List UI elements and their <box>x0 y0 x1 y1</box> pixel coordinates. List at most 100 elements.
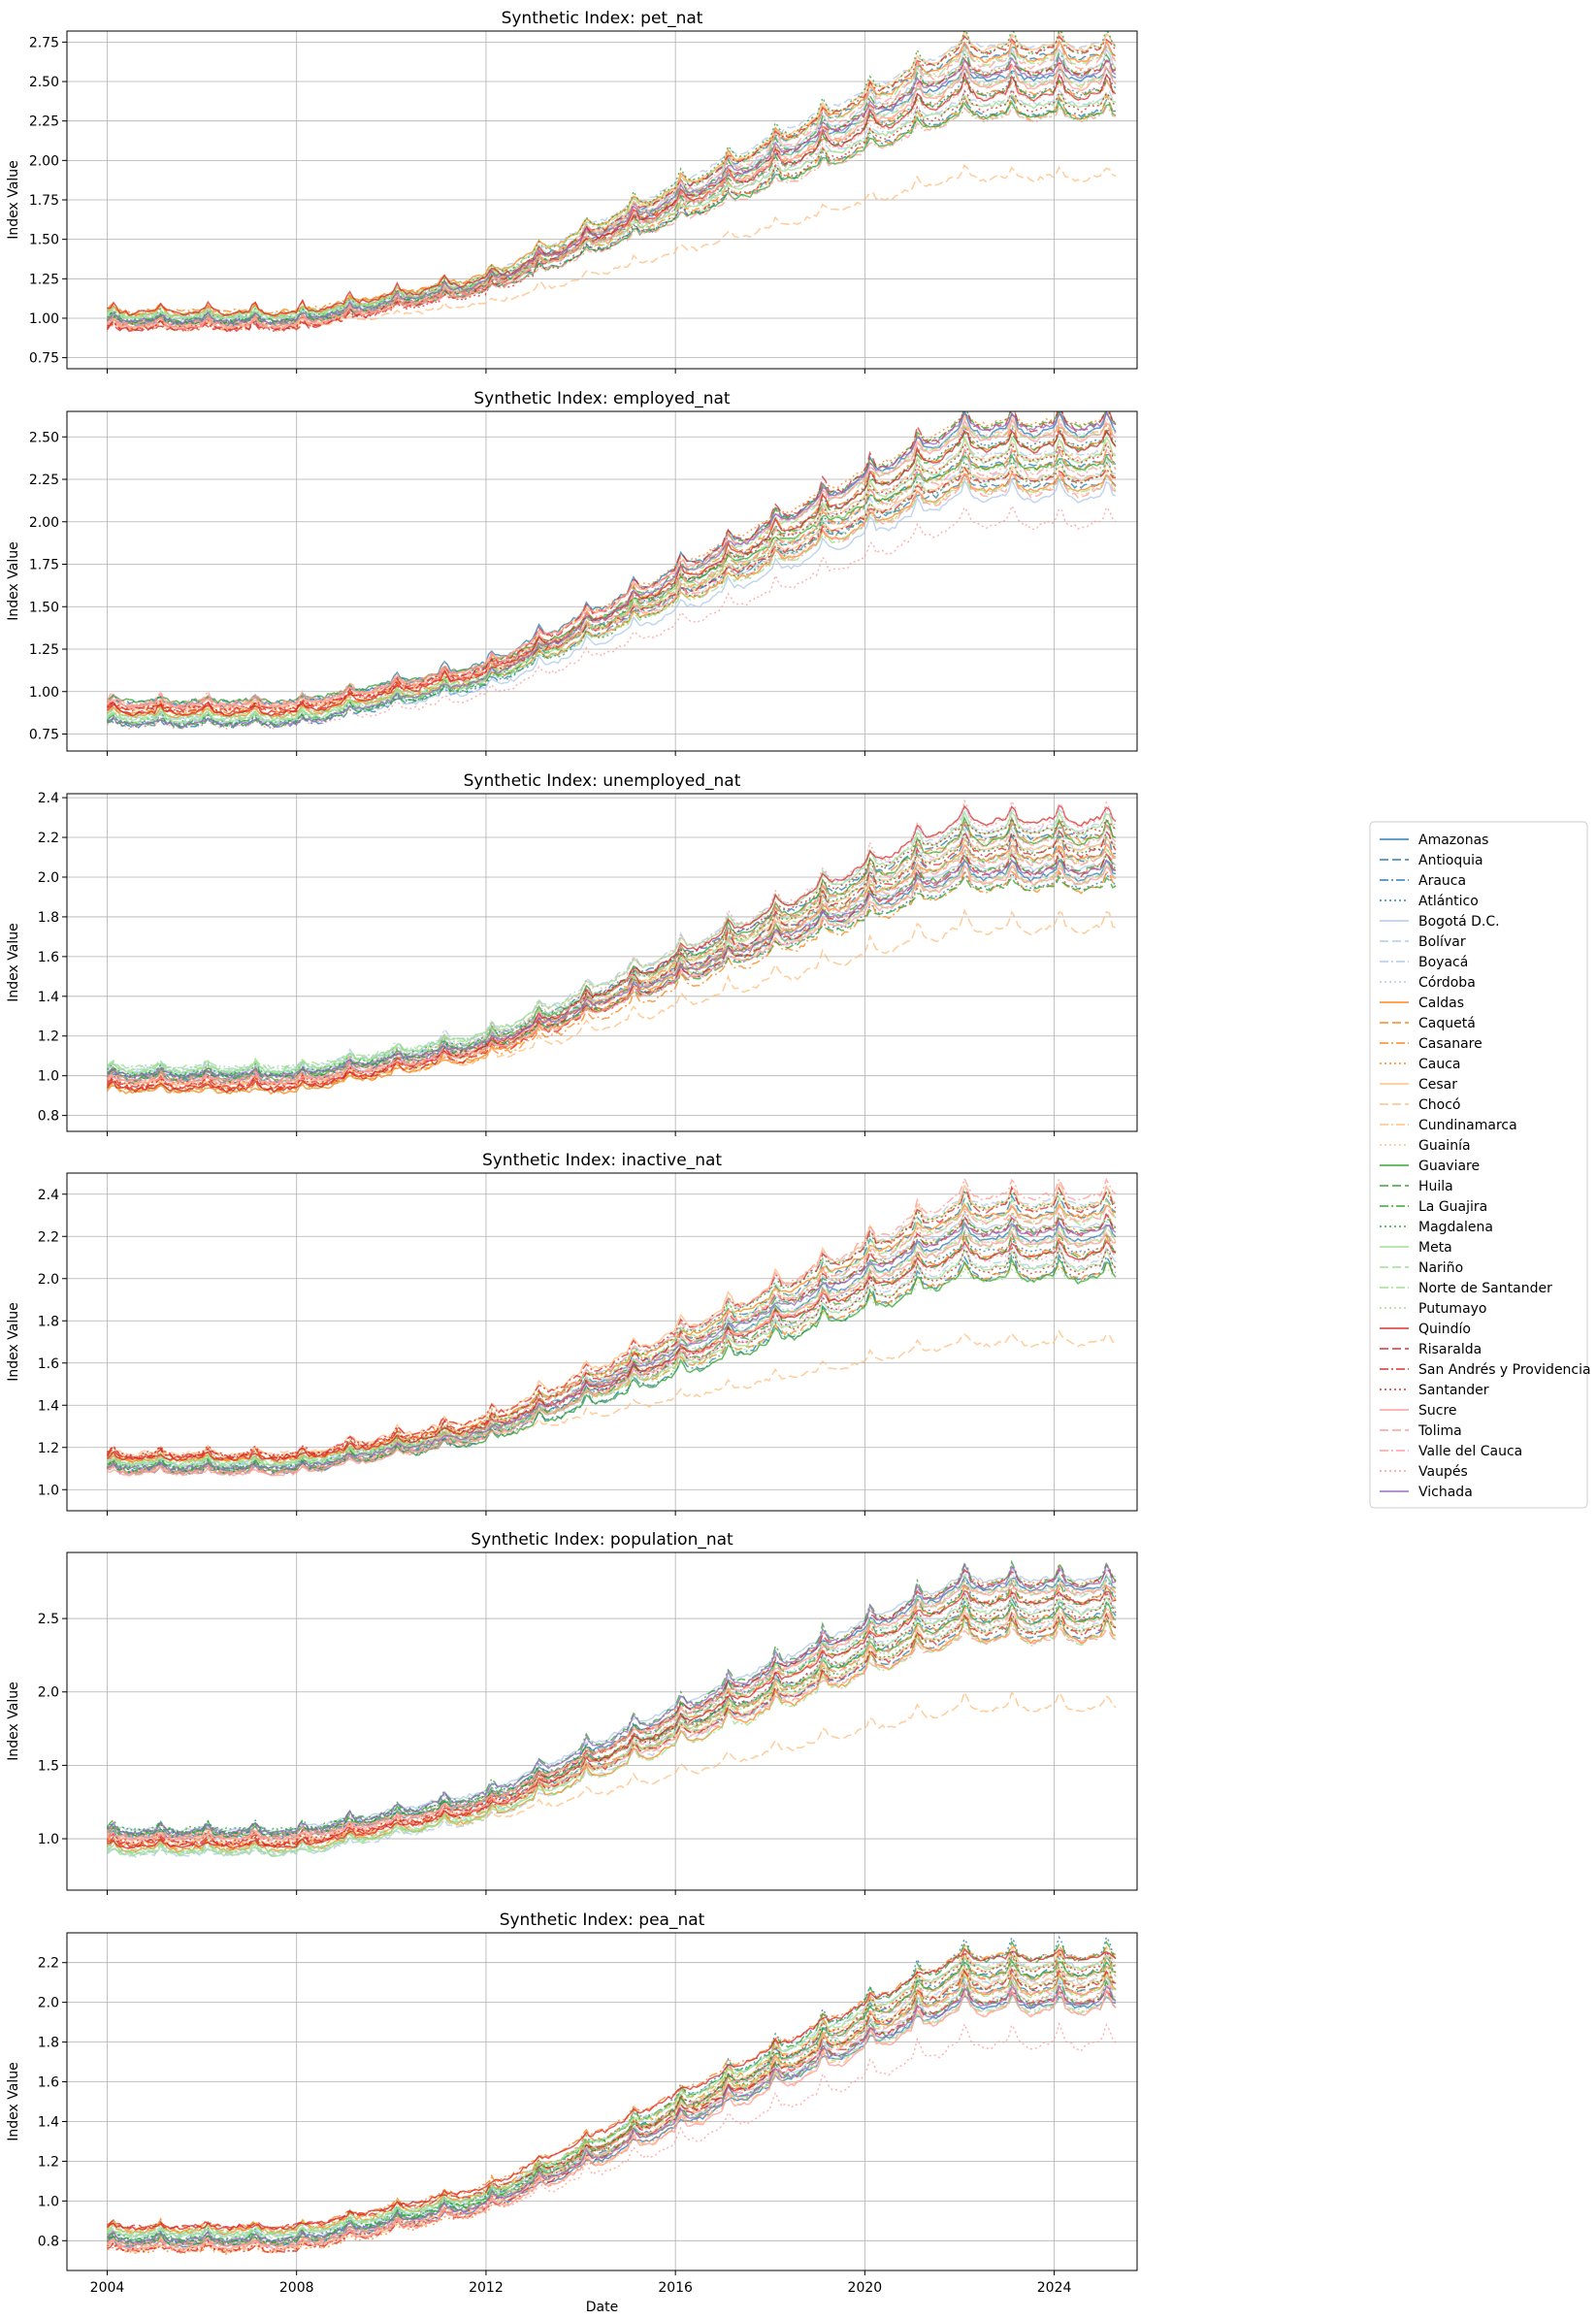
y-tick-label: 0.8 <box>38 2234 59 2249</box>
series-line <box>106 1976 1117 2243</box>
series-line <box>107 472 1117 719</box>
legend-label: Córdoba <box>1418 975 1476 991</box>
legend-label: Cesar <box>1418 1077 1457 1093</box>
chart-panel-2: 0.8 1.0 1.2 1.4 1.6 1.8 2.0 2.2 2.4 Synthetic Ind… <box>6 771 1138 1136</box>
panel-title: Synthetic Index: unemployed_nat <box>464 771 741 791</box>
series-line <box>106 95 1117 326</box>
legend-label: Meta <box>1418 1240 1452 1256</box>
legend-label: Guaviare <box>1418 1159 1480 1174</box>
x-tick-label: 2004 <box>90 2280 125 2296</box>
series-group <box>106 411 1117 731</box>
series-line <box>107 835 1117 1088</box>
series-line <box>106 1969 1117 2236</box>
series-line <box>107 1961 1117 2242</box>
y-tick-label: 1.50 <box>29 233 59 248</box>
legend-label: Antioquia <box>1418 853 1483 868</box>
series-line <box>106 1594 1117 1857</box>
series-line <box>107 1979 1117 2243</box>
y-tick-label: 2.0 <box>38 870 59 886</box>
series-line <box>106 804 1117 1094</box>
y-tick-label: 1.2 <box>38 1029 59 1045</box>
series-line <box>106 1989 1117 2252</box>
series-line <box>106 1611 1117 1846</box>
series-line <box>106 1984 1117 2251</box>
panel-title: Synthetic Index: employed_nat <box>473 389 731 408</box>
series-line <box>107 164 1117 330</box>
y-tick-label: 1.5 <box>38 1758 59 1774</box>
y-tick-label: 2.25 <box>29 114 59 130</box>
y-tick-label: 1.6 <box>38 950 59 965</box>
series-line <box>106 59 1117 334</box>
series-line <box>106 859 1117 1085</box>
series-line <box>106 1940 1117 2245</box>
series-group <box>106 799 1117 1095</box>
y-tick-label: 2.25 <box>29 473 59 488</box>
series-line <box>106 1617 1117 1854</box>
series-line <box>106 1233 1117 1461</box>
series-line <box>107 66 1117 328</box>
plot-frame <box>66 1172 1138 1512</box>
series-line <box>106 465 1117 708</box>
series-line <box>107 805 1117 1074</box>
series-line <box>106 92 1116 318</box>
chart-panel-1: 0.75 1.00 1.25 1.50 1.75 2.00 2.25 2.50 Syntheti… <box>6 389 1138 756</box>
series-line <box>106 1589 1117 1845</box>
legend-label: Bolívar <box>1418 934 1466 950</box>
legend-label: Putumayo <box>1418 1301 1487 1317</box>
series-line <box>106 1981 1117 2248</box>
series-line <box>107 864 1117 1086</box>
series-line <box>106 1185 1117 1460</box>
series-line <box>106 842 1117 1095</box>
series-line <box>106 441 1117 711</box>
legend-frame <box>1369 821 1588 1509</box>
series-line <box>107 1222 1117 1477</box>
chart-panel-0: 0.75 1.00 1.25 1.50 1.75 2.00 2.25 2.50 2.75 Synt… <box>6 9 1138 374</box>
series-line <box>107 1988 1117 2237</box>
series-line <box>107 454 1117 704</box>
legend-label: Caldas <box>1418 996 1464 1011</box>
series-line <box>107 63 1117 331</box>
y-axis-label: Index Value <box>6 2062 21 2140</box>
series-line <box>106 1589 1117 1857</box>
series-line <box>106 462 1117 711</box>
y-tick-label: 1.00 <box>29 311 59 327</box>
legend-label: Valle del Cauca <box>1418 1444 1522 1459</box>
y-tick-label: 1.2 <box>38 2154 59 2170</box>
y-tick-label: 1.0 <box>38 1832 59 1847</box>
legend-label: San Andrés y Providencia <box>1418 1362 1591 1378</box>
series-line <box>107 466 1117 713</box>
y-axis-label: Index Value <box>6 923 21 1001</box>
legend-label: Chocó <box>1418 1097 1460 1113</box>
series-line <box>106 504 1117 731</box>
series-line <box>107 1248 1117 1469</box>
x-tick-label: 2024 <box>1037 2280 1072 2296</box>
y-tick-label: 0.75 <box>29 351 59 367</box>
y-tick-label: 1.4 <box>38 990 59 1005</box>
series-line <box>107 1963 1117 2247</box>
y-tick-label: 1.0 <box>38 1483 59 1498</box>
series-line <box>106 820 1117 1084</box>
series-line <box>106 459 1117 726</box>
y-tick-label: 2.4 <box>38 791 59 806</box>
series-line <box>107 847 1117 1070</box>
series-line <box>106 1949 1117 2234</box>
series-line <box>106 451 1117 719</box>
legend-label: Norte de Santander <box>1418 1281 1552 1296</box>
y-tick-label: 1.4 <box>38 1398 59 1414</box>
series-line <box>107 1234 1117 1475</box>
series-line <box>106 809 1117 1075</box>
legend-label: Guainía <box>1418 1138 1471 1154</box>
series-line <box>106 1993 1117 2248</box>
series-line <box>106 446 1117 707</box>
series-line <box>107 1606 1117 1851</box>
series-line <box>106 474 1117 720</box>
legend-label: Arauca <box>1418 873 1466 889</box>
panel-title: Synthetic Index: pea_nat <box>500 1911 705 1930</box>
series-line <box>107 88 1117 320</box>
y-tick-label: 1.0 <box>38 1069 59 1085</box>
y-tick-label: 1.8 <box>38 1314 59 1329</box>
chart-panel-4: 1.0 1.5 2.0 2.5 Synthetic Index: population_… <box>6 1530 1138 1895</box>
series-line <box>106 1243 1117 1459</box>
series-line <box>107 1229 1117 1477</box>
